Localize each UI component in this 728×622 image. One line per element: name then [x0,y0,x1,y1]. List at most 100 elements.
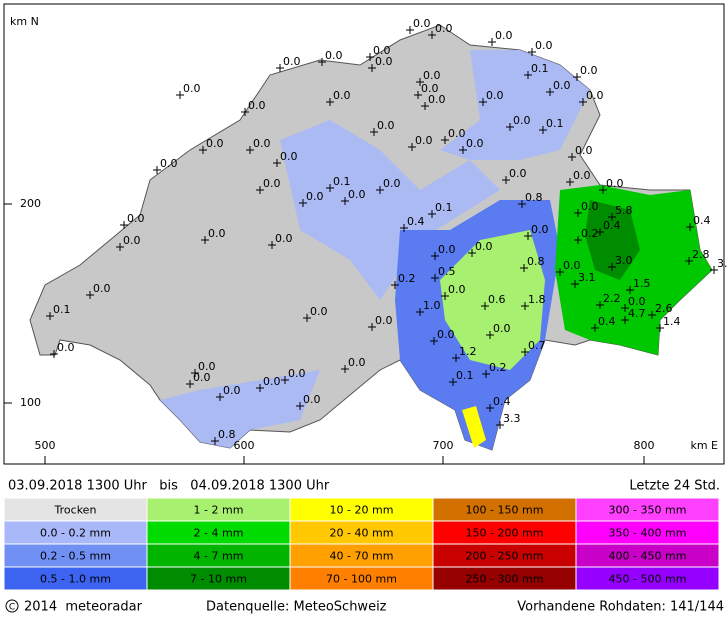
station-value: 0.0 [306,190,324,203]
station-value: 0.0 [535,39,553,52]
station-marker [186,380,194,388]
station-marker [368,323,376,331]
station-marker [481,302,489,310]
station-marker [488,38,496,46]
station-value: 0.0 [348,188,366,201]
station-marker [528,48,536,56]
station-value: 0.0 [509,167,527,180]
rain-area-light [440,50,590,160]
station-value: 0.0 [333,89,351,102]
station-marker [120,221,128,229]
station-value: 0.4 [693,214,711,227]
legend-label: 450 - 500 mm [609,573,687,586]
station-value: 2.8 [692,248,710,261]
station-value: 0.0 [57,341,75,354]
station-marker [303,314,311,322]
station-marker [86,291,94,299]
station-marker [573,73,581,81]
station-value: 0.0 [303,393,321,406]
station-value: 0.0 [415,134,433,147]
station-value: 0.0 [428,93,446,106]
station-value: 3.0 [615,254,633,267]
station-value: 0.0 [580,64,598,77]
station-marker [430,337,438,345]
station-marker [486,331,494,339]
data-source: Datenquelle: MeteoSchweiz [206,600,387,615]
station-value: 5.8 [615,204,633,217]
station-marker [391,281,399,289]
station-value: 0.2 [581,227,599,240]
station-marker [486,404,494,412]
station-value: 2.2 [603,292,621,305]
station-marker [596,228,604,236]
x-axis-label: 700 [433,439,454,452]
station-marker [579,98,587,106]
station-value: 1.4 [663,315,681,328]
station-marker [449,378,457,386]
raw-data: Vorhandene Rohdaten: 141/144 [517,600,724,615]
station-marker [591,324,599,332]
station-marker [599,186,607,194]
station-value: 0.0 [383,177,401,190]
legend-label: 4 - 7 mm [194,550,244,563]
station-marker [574,236,582,244]
legend-label: 0.5 - 1.0 mm [40,573,111,586]
station-marker [524,232,532,240]
station-marker [201,236,209,244]
station-marker [596,301,604,309]
station-marker [296,402,304,410]
station-marker [326,98,334,106]
station-marker [370,128,378,136]
station-value: 0.0 [325,49,343,62]
station-marker [256,384,264,392]
period-label: 03.09.2018 1300 Uhr bis 04.09.2018 1300 … [8,479,330,494]
station-value: 0.0 [275,232,293,245]
legend-label: 0.0 - 0.2 mm [40,527,111,540]
legend-label: 100 - 150 mm [466,504,544,517]
station-value: 0.0 [248,99,266,112]
station-value: 0.0 [575,144,593,157]
station-value: 0.0 [263,177,281,190]
station-marker [621,304,629,312]
station-marker [524,71,532,79]
station-value: 3.1 [578,271,596,284]
station-value: 0.4 [598,315,616,328]
station-marker [116,243,124,251]
station-marker [406,26,414,34]
station-value: 0.0 [253,137,271,150]
station-value: 0.4 [493,395,511,408]
station-value: 0.1 [333,175,351,188]
station-value: 0.0 [160,157,178,170]
station-value: 0.0 [466,137,484,150]
station-marker [366,53,374,61]
station-value: 0.0 [475,240,493,253]
station-marker [468,249,476,257]
legend-label: 1 - 2 mm [194,504,244,517]
station-marker [50,350,58,358]
station-value: 0.1 [53,303,71,316]
station-marker [441,136,449,144]
station-marker [571,280,579,288]
station-marker [211,437,219,445]
station-marker [408,143,416,151]
copyright: 2014 meteoradar [24,600,143,615]
station-marker [276,64,284,72]
rain-area-green [440,230,545,370]
station-value: 1.8 [528,293,546,306]
station-value: 0.0 [127,212,145,225]
legend-label: 400 - 450 mm [609,550,687,563]
station-value: 0.0 [280,150,298,163]
station-value: 0.7 [528,339,546,352]
station-marker [416,78,424,86]
station-value: 0.0 [288,367,306,380]
station-marker [153,166,161,174]
station-marker [241,108,249,116]
station-value: 0.0 [373,44,391,57]
station-value: 0.0 [563,259,581,272]
station-value: 0.0 [377,119,395,132]
station-marker [428,31,436,39]
station-value: 0.0 [208,227,226,240]
station-marker [556,268,564,276]
station-marker [685,257,693,265]
station-value: 0.4 [603,219,621,232]
